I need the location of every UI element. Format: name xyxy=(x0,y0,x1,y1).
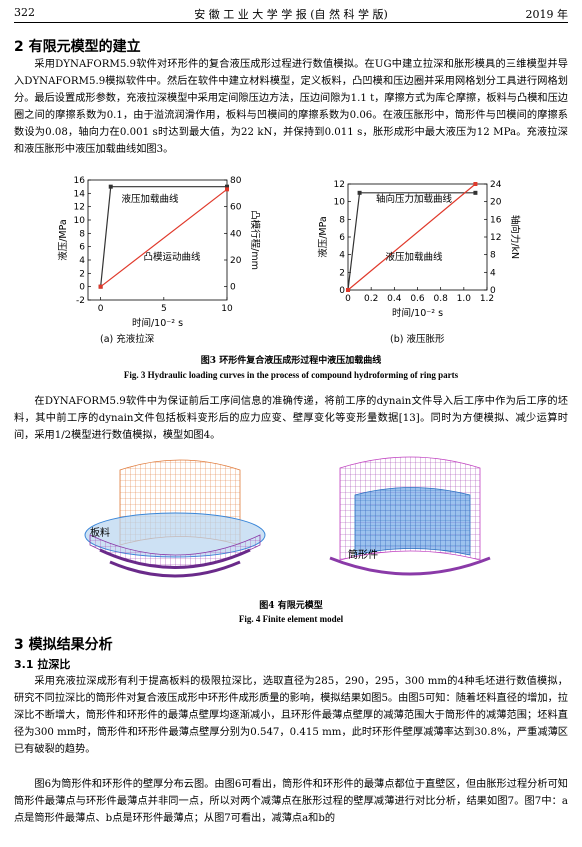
figure-3a-caption: (a) 充液拉深 xyxy=(100,334,155,345)
figure-3-caption-en: Fig. 3 Hydraulic loading curves in the p… xyxy=(123,370,459,380)
y2-tick-label: 0 xyxy=(490,286,496,296)
data-point xyxy=(225,184,229,189)
die-ring-lower xyxy=(109,560,241,578)
section-2-paragraph-1: 采用DYNAFORM5.9软件对环形件的复合液压成形过程进行数值模拟。在UG中建… xyxy=(14,56,568,158)
data-point xyxy=(473,190,478,195)
y2-tick-label: 20 xyxy=(230,256,242,266)
y2-axis-label: 凸模行程/mm xyxy=(249,210,261,270)
series-annotation: 凸模运动曲线 xyxy=(143,251,201,263)
y2-axis-label: 轴向力/kN xyxy=(509,215,521,259)
data-point xyxy=(98,284,103,289)
page-number: 322 xyxy=(14,6,35,19)
chart-b-svg: 0 0.2 0.4 0.6 0.8 1.0 1.202468101204812162024轴… xyxy=(317,180,521,319)
chart-b: 0 0.2 0.4 0.6 0.8 1.0 1.2 0 2 4 6 8 10 12 0 4 8 12 16 20 24 轴… xyxy=(302,170,552,330)
section-3-title: 3 模拟结果分析 xyxy=(14,637,113,653)
y-tick-label: 10 xyxy=(334,198,346,208)
tube-mesh-grid xyxy=(355,487,470,555)
right-model xyxy=(329,456,491,576)
chart-a: 0 5 10 -2 0 2 4 6 8 10 12 14 16 0 20 40 60 80 液压加载曲线凸模运动曲线… xyxy=(52,170,282,330)
y2-tick-label: 8 xyxy=(490,251,496,261)
figure-4-caption-en: Fig. 4 Finite element model xyxy=(238,614,344,624)
section-3-1-title: 3.1 拉深比 xyxy=(14,658,71,671)
figure-3-caption-cn: 图3 环形件复合液压成形过程中液压加载曲线 xyxy=(200,356,382,366)
section-3-paragraph-2: 图6为筒形件和环形件的壁厚分布云图。由图6可看出，筒形件和环形件的最薄点都位于直… xyxy=(14,776,568,827)
y-tick-label: 8 xyxy=(79,229,85,239)
section-3-paragraph-1: 采用充液拉深成形有利于提高板料的极限拉深比，选取直径为285，290，295，3… xyxy=(14,673,568,758)
data-point xyxy=(108,184,113,189)
y-tick-label: 12 xyxy=(74,203,85,213)
figure-4-caption-cn: 图4 有限元模型 xyxy=(259,601,323,611)
y-tick-label: 8 xyxy=(339,215,345,225)
label-sheet: 板料 xyxy=(90,528,110,539)
y2-tick-label: 80 xyxy=(230,176,242,186)
paragraph-text: 采用充液拉深成形有利于提高板料的极限拉深比，选取直径为285，290，295，3… xyxy=(14,676,568,755)
y-tick-label: 16 xyxy=(74,176,86,186)
plot-frame xyxy=(87,179,228,301)
y-axis-label: 液压/MPa xyxy=(317,216,329,258)
data-point xyxy=(357,190,362,195)
journal-year: 2019 年 xyxy=(525,8,569,21)
journal-name: 安 徽 工 业 大 学 学 报 (自 然 科 学 版) xyxy=(194,8,388,21)
y-tick-label: 4 xyxy=(79,256,85,266)
y2-tick-label: 20 xyxy=(490,198,502,208)
data-point xyxy=(225,187,229,192)
chart-a-svg: 0 5 10 -2 0 2 4 6 8 10 12 14 16 0 20 40 60 80 液压加载曲线凸模运动曲线… xyxy=(57,176,261,329)
data-point xyxy=(473,182,478,186)
paragraph-text: 在DYNAFORM5.9软件中为保证前后工序间信息的准确传递，将前工序的dyna… xyxy=(14,396,568,441)
die-ring xyxy=(99,548,251,569)
x-tick-label: 1.0 xyxy=(457,294,472,304)
y-tick-label: 6 xyxy=(339,233,345,243)
series-annotation: 液压加载曲线 xyxy=(121,193,179,205)
y2-tick-label: 16 xyxy=(490,215,502,225)
figure-3b-caption: (b) 液压胀形 xyxy=(390,334,445,345)
left-model xyxy=(84,459,266,578)
x-tick-label: 0.4 xyxy=(387,294,402,304)
y-tick-label: 2 xyxy=(79,269,85,279)
data-point xyxy=(346,288,350,292)
finite-element-model-figure: 板料 筒形件 xyxy=(80,450,520,590)
section-2-title: 2 有限元模型的建立 xyxy=(14,39,141,55)
y-tick-label: 2 xyxy=(339,268,345,278)
paragraph-text: 采用DYNAFORM5.9软件对环形件的复合液压成形过程进行数值模拟。在UG中建… xyxy=(14,59,568,155)
x-axis-label: 时间/10⁻² s xyxy=(132,317,183,329)
y-tick-label: 0 xyxy=(339,286,345,296)
section-2-paragraph-2: 在DYNAFORM5.9软件中为保证前后工序间信息的准确传递，将前工序的dyna… xyxy=(14,393,568,444)
y2-tick-label: 0 xyxy=(230,283,236,293)
y-tick-label: 14 xyxy=(74,189,86,199)
x-tick-label: 0.8 xyxy=(434,294,449,304)
series-line xyxy=(100,188,228,288)
y2-tick-label: 4 xyxy=(490,268,496,278)
x-tick-label: 0 xyxy=(345,294,351,304)
series-annotation: 液压加载曲线 xyxy=(385,251,443,263)
x-tick-label: 0 xyxy=(98,304,104,314)
series-line xyxy=(347,192,476,291)
y-tick-label: 0 xyxy=(79,283,85,293)
y-tick-label: 12 xyxy=(334,180,345,190)
y2-tick-label: 40 xyxy=(230,229,242,239)
x-tick-label: 1.2 xyxy=(480,294,494,304)
y-tick-label: 4 xyxy=(339,251,345,261)
tube-ring xyxy=(329,556,491,576)
page-header: 322 安 徽 工 业 大 学 学 报 (自 然 科 学 版) 2019 年 xyxy=(0,0,582,22)
y2-tick-label: 60 xyxy=(230,203,242,213)
y-axis-label: 液压/MPa xyxy=(57,219,69,261)
series-annotation: 轴向压力加载曲线 xyxy=(376,193,453,205)
y2-tick-label: 24 xyxy=(490,180,502,190)
y2-tick-label: 12 xyxy=(490,233,501,243)
y-tick-label: -2 xyxy=(76,296,85,306)
label-tube: 筒形件 xyxy=(348,550,378,561)
paragraph-text: 图6为筒形件和环形件的壁厚分布云图。由图6可看出，筒形件和环形件的最薄点都位于直… xyxy=(14,779,568,824)
header-rule xyxy=(14,22,568,23)
y-tick-label: 6 xyxy=(79,243,85,253)
x-tick-label: 0.6 xyxy=(410,294,425,304)
x-tick-label: 5 xyxy=(161,304,167,314)
x-axis-label: 时间/10⁻² s xyxy=(392,307,443,319)
y-tick-label: 10 xyxy=(74,216,86,226)
x-tick-label: 0.2 xyxy=(364,294,378,304)
fe-model-drawing xyxy=(84,456,491,578)
series-line xyxy=(347,183,476,291)
x-tick-label: 10 xyxy=(221,304,233,314)
